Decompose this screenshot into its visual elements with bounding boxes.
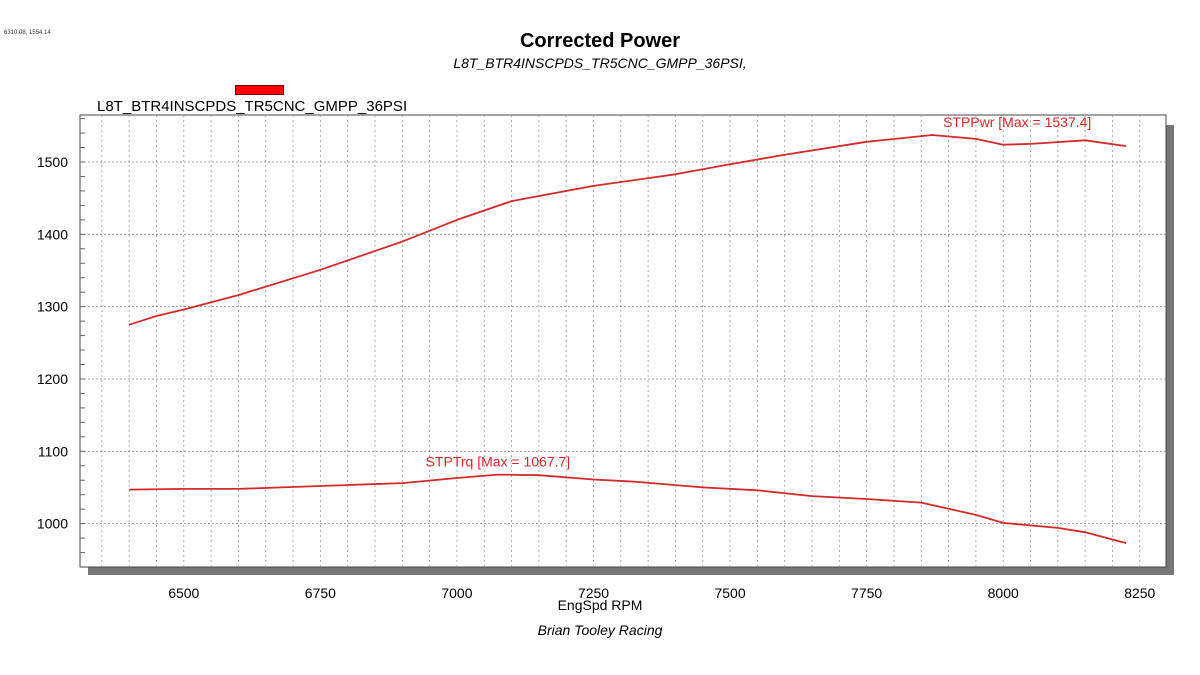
y-tick-label: 1400 [37,226,68,242]
x-tick-label: 6750 [305,585,336,601]
x-tick-label: 7250 [578,585,609,601]
y-tick-label: 1000 [37,516,68,532]
plot-shadow-right [1166,125,1174,575]
x-axis-label: EngSpd RPM [557,597,643,613]
plot-shadow-bottom [88,567,1174,575]
y-tick-label: 1500 [37,154,68,170]
x-tick-label: 8250 [1124,585,1155,601]
series-line-stptrq [129,473,1127,544]
legend-label: L8T_BTR4INSCPDS_TR5CNC_GMPP_36PSI [97,98,408,115]
y-tick-label: 1100 [38,443,68,459]
x-tick-label: 7500 [714,585,745,601]
chart-title: Corrected Power [519,30,681,52]
x-tick-label: 7750 [851,585,882,601]
series-annotation: STPPwr [Max = 1537.4] [943,114,1091,130]
chart-footer: Brian Tooley Racing [537,622,663,638]
y-tick-label: 1200 [37,371,68,387]
plot-frame [79,114,1167,568]
cursor-readout: 6310.08, 1554.14 [4,30,51,36]
x-tick-label: 6500 [168,585,199,601]
chart-subtitle: L8T_BTR4INSCPDS_TR5CNC_GMPP_36PSI, [453,55,747,71]
y-tick-label: 1300 [37,299,68,315]
x-tick-label: 7000 [441,585,472,601]
legend-swatch [235,85,284,95]
x-tick-label: 8000 [988,585,1019,601]
series-annotation: STPTrq [Max = 1067.7] [426,454,571,470]
